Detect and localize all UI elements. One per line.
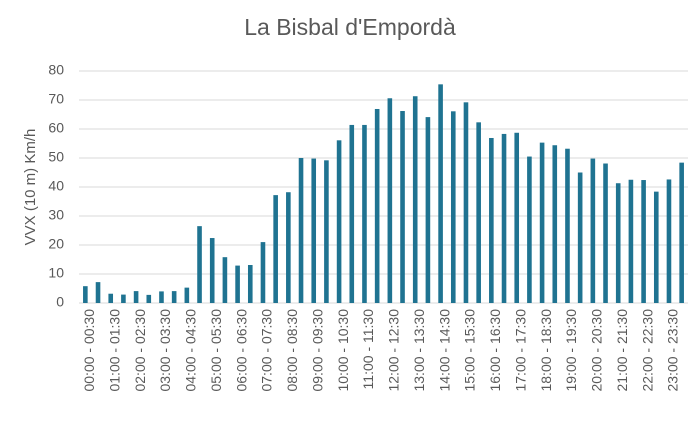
bar	[400, 111, 405, 304]
bar	[235, 265, 240, 303]
bar	[590, 158, 596, 303]
bar	[653, 191, 659, 303]
y-tick-label: 70	[48, 91, 64, 107]
bar	[476, 122, 481, 303]
x-tick-label: 17:00 - 17:30	[512, 309, 528, 392]
x-tick-label: 10:00 - 10:30	[335, 309, 351, 392]
bar	[666, 179, 672, 303]
bar	[425, 117, 431, 303]
bar	[247, 265, 253, 303]
x-tick-label: 04:00 - 04:30	[183, 309, 199, 392]
x-tick-label: 07:00 - 07:30	[259, 309, 275, 392]
bar	[387, 98, 393, 303]
x-tick-label: 01:00 - 01:30	[106, 309, 122, 392]
y-tick-label: 50	[48, 149, 64, 165]
bar	[209, 238, 215, 303]
x-tick-label: 00:00 - 00:30	[81, 309, 97, 392]
x-tick-label: 08:00 - 08:30	[284, 309, 300, 392]
bar	[286, 192, 291, 303]
bar	[438, 84, 443, 303]
x-tick-label: 09:00 - 09:30	[309, 309, 325, 392]
x-tick-label: 22:00 - 22:30	[639, 309, 655, 392]
x-tick-label: 18:00 - 18:30	[538, 309, 554, 392]
bar	[450, 111, 456, 303]
x-tick-label: 12:00 - 12:30	[386, 309, 402, 392]
bar	[324, 160, 329, 303]
y-tick-label: 40	[48, 178, 64, 194]
bar	[489, 137, 494, 303]
y-axis-label: VVX (10 m) Km/h	[22, 129, 39, 246]
bar	[83, 286, 88, 303]
bar	[311, 158, 317, 303]
x-tick-label: 02:00 - 02:30	[132, 309, 148, 392]
bar	[679, 162, 684, 303]
y-tick-label: 80	[48, 62, 64, 78]
x-tick-label: 14:00 - 14:30	[436, 309, 452, 392]
bar	[171, 291, 177, 303]
bar	[552, 145, 558, 303]
x-tick-label: 11:00 - 11:30	[360, 309, 376, 390]
bar	[222, 257, 228, 303]
y-tick-label: 60	[48, 120, 64, 136]
x-tick-label: 06:00 - 06:30	[233, 309, 249, 392]
bar	[603, 163, 608, 303]
bar	[412, 96, 418, 303]
bar	[108, 293, 114, 303]
bar	[527, 156, 532, 303]
y-tick-label: 10	[48, 265, 64, 281]
bar	[362, 124, 367, 303]
bar	[260, 242, 266, 303]
x-tick-label: 05:00 - 05:30	[208, 309, 224, 392]
x-tick-label: 19:00 - 19:30	[563, 309, 579, 392]
bar	[298, 158, 304, 303]
bar	[539, 142, 545, 303]
bar	[133, 291, 139, 303]
bar	[501, 133, 507, 303]
bar	[374, 108, 380, 304]
bar	[336, 140, 342, 303]
chart-title: La Bisbal d'Empordà	[244, 14, 456, 40]
y-tick-label: 20	[48, 236, 64, 252]
x-tick-label: 03:00 - 03:30	[157, 309, 173, 392]
bar	[628, 179, 634, 303]
x-tick-label: 23:00 - 23:30	[665, 309, 681, 392]
bar	[159, 291, 164, 303]
bar	[197, 226, 202, 303]
bar	[577, 172, 583, 303]
bar	[184, 287, 190, 303]
x-tick-label: 16:00 - 16:30	[487, 309, 503, 392]
y-tick-label: 0	[56, 294, 64, 310]
bar	[146, 294, 152, 303]
bar	[463, 102, 469, 303]
bar	[641, 180, 646, 303]
bar	[95, 282, 101, 303]
bar	[273, 195, 278, 303]
bar	[349, 124, 355, 303]
y-tick-label: 30	[48, 207, 64, 223]
x-tick-label: 13:00 - 13:30	[411, 309, 427, 392]
bar	[121, 294, 126, 303]
bar	[514, 132, 520, 303]
x-tick-label: 21:00 - 21:30	[614, 309, 630, 392]
bar	[565, 148, 570, 303]
bar	[615, 183, 621, 303]
x-tick-label: 15:00 - 15:30	[462, 309, 478, 392]
x-tick-label: 20:00 - 20:30	[589, 309, 605, 392]
